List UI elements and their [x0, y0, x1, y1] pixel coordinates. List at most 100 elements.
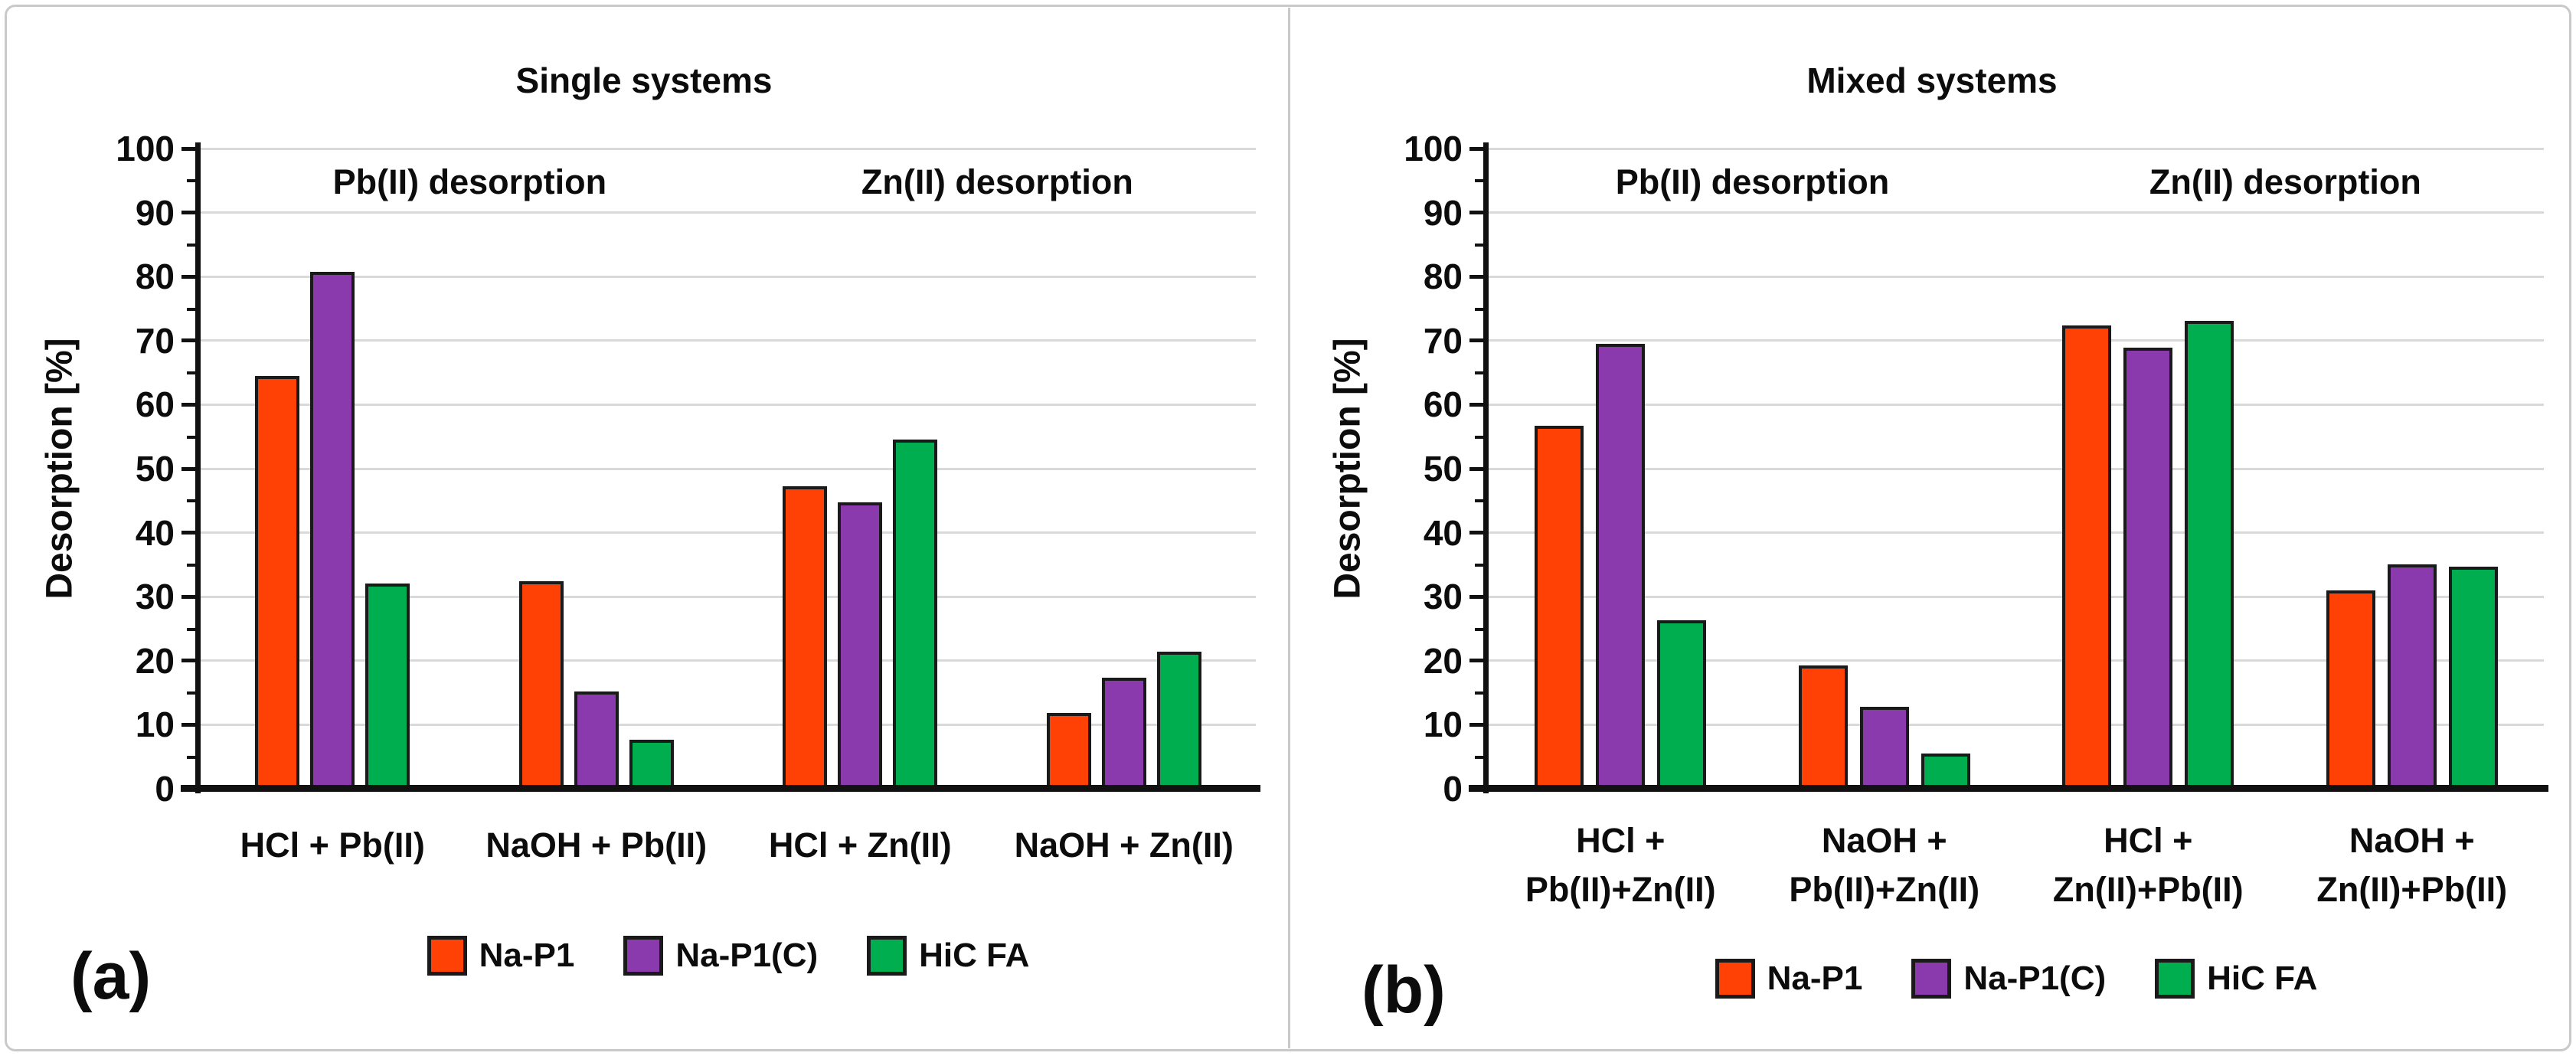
- bar-Na-P1(C)-0: [1596, 343, 1646, 789]
- bar-group-1: [465, 149, 729, 789]
- minor-tick-5: [1475, 755, 1483, 759]
- x-category-line: HCl + Pb(II): [240, 826, 425, 865]
- major-tick-60: [1469, 402, 1483, 407]
- major-tick-80: [181, 274, 195, 279]
- major-tick-20: [181, 659, 195, 663]
- major-tick-0: [181, 786, 195, 791]
- legend-item-Na-P1(C): Na-P1(C): [1911, 959, 2106, 999]
- x-category-line: NaOH + Zn(II): [1014, 826, 1234, 865]
- y-tick-label-30: 30: [1423, 577, 1463, 617]
- bar-HiC FA-1: [629, 739, 674, 789]
- y-tick-label-0: 0: [155, 769, 175, 809]
- gridline-60: [1489, 403, 2544, 406]
- legend-swatch-Na-P1(C): [1911, 959, 1952, 999]
- bar-Na-P1(C)-3: [1101, 678, 1146, 789]
- minor-tick-45: [187, 499, 195, 503]
- plot-area: 0 10 20 30 40 50 60 70 80 90 100 Pb(II) desorption Z…: [1404, 129, 2548, 809]
- y-tick-label-40: 40: [135, 512, 175, 553]
- x-category-label-1: NaOH + Pb(II): [465, 821, 729, 870]
- y-tick-label-50: 50: [135, 449, 175, 489]
- legend-label-HiC FA: HiC FA: [919, 937, 1030, 974]
- bar-Na-P1-2: [783, 486, 828, 789]
- plot-area: 0 10 20 30 40 50 60 70 80 90 100 Pb(II) desorption Z…: [116, 129, 1260, 809]
- legend-swatch-Na-P1: [1715, 959, 1755, 999]
- panel-letter: (a): [70, 940, 152, 1013]
- y-tick-label-20: 20: [1423, 640, 1463, 681]
- panel-divider: [1288, 8, 1290, 1048]
- x-category-line: HCl +: [1576, 821, 1666, 860]
- minor-tick-65: [1475, 371, 1483, 375]
- annotation-0: Pb(II) desorption: [332, 162, 607, 201]
- y-tick-label-50: 50: [1423, 449, 1463, 489]
- gridline-90: [1489, 211, 2544, 214]
- bar-group-1: [1753, 149, 2017, 789]
- minor-tick-95: [187, 179, 195, 183]
- x-axis-labels: HCl + Pb(II) NaOH + Pb(II) HCl + Zn(II) NaO…: [201, 821, 1256, 870]
- gridline-10: [1489, 723, 2544, 726]
- major-tick-60: [181, 402, 195, 407]
- major-tick-70: [181, 338, 195, 343]
- gridline-70: [201, 339, 1256, 342]
- annotation-0: Pb(II) desorption: [1615, 162, 1890, 201]
- annotation-1: Zn(II) desorption: [861, 162, 1133, 201]
- minor-tick-35: [1475, 563, 1483, 567]
- gridline-50: [1489, 467, 2544, 470]
- x-category-line: NaOH +: [2349, 821, 2475, 860]
- minor-tick-15: [1475, 691, 1483, 695]
- x-axis-line: [1469, 785, 2548, 792]
- y-tick-label-90: 90: [1423, 192, 1463, 233]
- gridline-100: [201, 147, 1256, 150]
- y-tick-label-60: 60: [1423, 384, 1463, 425]
- y-tick-label-20: 20: [135, 640, 175, 681]
- chart-title: Single systems: [515, 60, 773, 100]
- minor-tick-55: [1475, 435, 1483, 439]
- major-tick-10: [1469, 722, 1483, 727]
- bar-groups: [1489, 149, 2544, 789]
- x-axis-labels: HCl + Pb(II)+Zn(II) NaOH + Pb(II)+Zn(II) HCl…: [1489, 816, 2544, 914]
- major-tick-90: [181, 211, 195, 215]
- gridline-50: [201, 467, 1256, 470]
- minor-tick-75: [1475, 307, 1483, 311]
- legend-item-HiC FA: HiC FA: [2155, 959, 2317, 999]
- y-tick-label-90: 90: [135, 192, 175, 233]
- bar-Na-P1-3: [2326, 590, 2375, 789]
- gridline-30: [201, 595, 1256, 598]
- bar-Na-P1(C)-0: [310, 272, 355, 789]
- minor-tick-15: [187, 691, 195, 695]
- y-axis-line: [195, 142, 201, 793]
- major-tick-30: [1469, 594, 1483, 599]
- legend-item-Na-P1: Na-P1: [427, 936, 574, 976]
- bar-group-0: [201, 149, 465, 789]
- legend-label-Na-P1: Na-P1: [1767, 960, 1863, 997]
- bar-HiC FA-0: [365, 583, 410, 789]
- gridline-60: [201, 403, 1256, 406]
- bar-Na-P1-3: [1046, 713, 1091, 789]
- bar-group-3: [992, 149, 1257, 789]
- gridline-30: [1489, 595, 2544, 598]
- minor-tick-75: [187, 307, 195, 311]
- y-tick-label-40: 40: [1423, 512, 1463, 553]
- x-axis-line: [181, 785, 1260, 792]
- major-tick-40: [181, 531, 195, 535]
- y-tick-label-100: 100: [116, 129, 175, 168]
- x-category-label-1: NaOH + Pb(II)+Zn(II): [1753, 816, 2017, 914]
- bar-groups: [201, 149, 1256, 789]
- gridline-40: [1489, 531, 2544, 535]
- legend-item-HiC FA: HiC FA: [867, 936, 1029, 976]
- minor-tick-95: [1475, 179, 1483, 183]
- bar-Na-P1(C)-1: [1859, 707, 1909, 789]
- y-axis-line: [1483, 142, 1489, 793]
- gridline-20: [201, 659, 1256, 662]
- x-category-label-0: HCl + Pb(II)+Zn(II): [1489, 816, 1753, 914]
- x-category-label-3: NaOH + Zn(II)+Pb(II): [2280, 816, 2545, 914]
- major-tick-50: [1469, 466, 1483, 471]
- bar-Na-P1(C)-3: [2387, 564, 2437, 789]
- gridline-80: [1489, 275, 2544, 278]
- bar-HiC FA-3: [2448, 566, 2498, 789]
- x-category-line: NaOH +: [1821, 821, 1947, 860]
- bar-group-3: [2280, 149, 2545, 789]
- major-tick-20: [1469, 659, 1483, 663]
- x-category-line: HCl +: [2104, 821, 2193, 860]
- minor-tick-85: [1475, 243, 1483, 247]
- y-tick-label-70: 70: [1423, 320, 1463, 361]
